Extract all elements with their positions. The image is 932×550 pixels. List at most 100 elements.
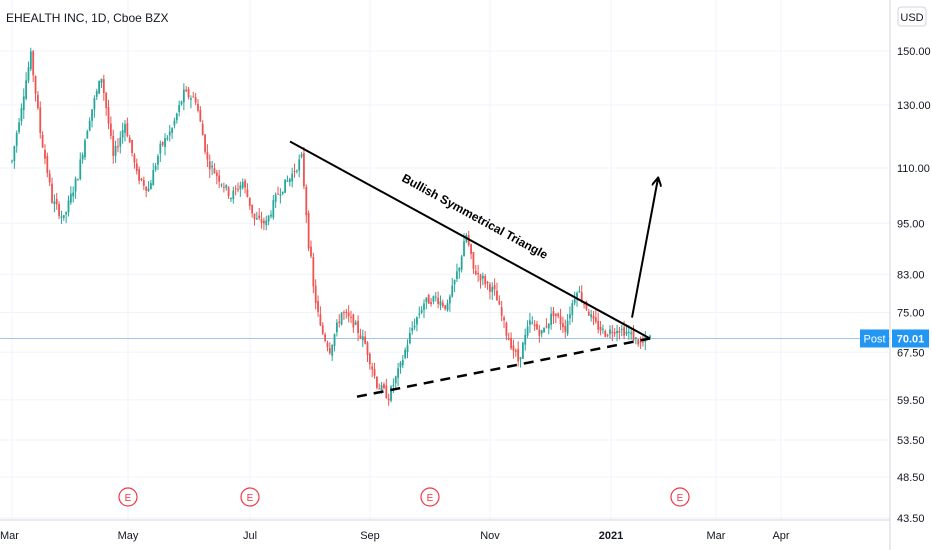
candle-body bbox=[53, 201, 56, 204]
candle bbox=[639, 336, 642, 349]
candle-body bbox=[427, 294, 430, 304]
candle-body bbox=[545, 326, 548, 328]
candle bbox=[161, 141, 164, 147]
candle-body bbox=[270, 214, 272, 217]
candle bbox=[267, 215, 270, 226]
candle bbox=[554, 313, 557, 324]
y-tick-label: 75.00 bbox=[897, 308, 925, 320]
candle bbox=[126, 117, 129, 138]
candle bbox=[538, 324, 541, 343]
candle-body bbox=[625, 331, 628, 334]
candle-body bbox=[404, 349, 407, 358]
candle bbox=[138, 166, 141, 185]
candle bbox=[446, 299, 449, 312]
candle bbox=[453, 279, 456, 292]
candle-body bbox=[439, 301, 442, 306]
candle-body bbox=[142, 179, 145, 186]
candle-body bbox=[387, 398, 390, 401]
candle bbox=[571, 300, 574, 323]
candle-body bbox=[481, 275, 484, 279]
candle bbox=[550, 306, 553, 330]
candle bbox=[620, 324, 623, 337]
candle bbox=[272, 195, 275, 220]
descending-trendline bbox=[289, 140, 651, 340]
earnings-marker[interactable]: E bbox=[118, 487, 138, 507]
candle-body bbox=[77, 179, 79, 181]
candle-body bbox=[477, 272, 480, 275]
candle-body bbox=[611, 331, 614, 334]
candle bbox=[145, 186, 148, 198]
candle-body bbox=[543, 328, 545, 333]
candle-body bbox=[303, 153, 305, 187]
candle bbox=[173, 117, 176, 129]
candle bbox=[503, 315, 505, 329]
candle-body bbox=[284, 179, 286, 193]
candle-body bbox=[161, 142, 164, 145]
candle bbox=[60, 210, 63, 225]
candle-body bbox=[152, 169, 155, 186]
candle-body bbox=[561, 323, 564, 328]
candle-body bbox=[411, 327, 414, 332]
candle bbox=[253, 213, 256, 226]
earnings-marker[interactable]: E bbox=[670, 487, 690, 507]
candle bbox=[474, 265, 477, 276]
candle-body bbox=[182, 89, 185, 103]
candle-body bbox=[117, 146, 119, 148]
candle-body bbox=[505, 322, 508, 336]
candle-body bbox=[491, 287, 494, 292]
price-axis[interactable]: 150.00 130.00 110.00 95.00 83.00 75.00 67.50 59… bbox=[897, 46, 931, 525]
candle bbox=[263, 217, 265, 231]
candle-body bbox=[385, 385, 388, 399]
candle bbox=[258, 207, 261, 221]
candle bbox=[566, 314, 569, 337]
currency-button[interactable]: USD bbox=[897, 6, 927, 27]
candle bbox=[564, 319, 567, 339]
candle bbox=[559, 308, 562, 331]
candle-body bbox=[489, 284, 491, 292]
candle-body bbox=[286, 180, 289, 182]
candle bbox=[451, 277, 454, 298]
candle-body bbox=[147, 188, 150, 191]
candle-body bbox=[453, 279, 456, 285]
candle bbox=[326, 340, 329, 352]
candle-body bbox=[74, 178, 77, 192]
earnings-marker[interactable]: E bbox=[420, 487, 440, 507]
candle-body bbox=[25, 80, 28, 99]
candle bbox=[460, 254, 463, 273]
candle-body bbox=[133, 154, 136, 163]
candle-body bbox=[157, 155, 159, 165]
candle-body bbox=[486, 282, 489, 284]
candle bbox=[425, 297, 428, 310]
candle-body bbox=[432, 296, 435, 302]
candle-body bbox=[437, 297, 440, 304]
candle-body bbox=[569, 314, 571, 319]
candle-body bbox=[272, 200, 275, 218]
candle bbox=[312, 252, 315, 294]
candle-body bbox=[140, 178, 143, 180]
earnings-marker[interactable]: E bbox=[240, 487, 260, 507]
candle bbox=[479, 273, 482, 289]
candle bbox=[338, 314, 341, 328]
candle bbox=[540, 329, 543, 338]
candle bbox=[585, 300, 588, 311]
candle bbox=[489, 282, 491, 300]
time-axis[interactable]: Mar May Jul Sep Nov 2021 Mar Apr bbox=[0, 530, 790, 542]
candle bbox=[77, 178, 79, 181]
candle bbox=[15, 130, 18, 153]
candle-body bbox=[190, 98, 192, 100]
candle bbox=[350, 310, 352, 324]
candle bbox=[86, 129, 89, 139]
candle-body bbox=[310, 246, 312, 257]
candle-body bbox=[159, 143, 162, 154]
candle bbox=[632, 325, 635, 341]
candle bbox=[58, 201, 60, 220]
candle-body bbox=[36, 94, 39, 108]
candle bbox=[486, 280, 489, 290]
candle bbox=[328, 342, 331, 355]
candle bbox=[543, 327, 545, 333]
candle-body bbox=[448, 296, 451, 304]
candle bbox=[18, 118, 20, 135]
earnings-circle bbox=[118, 487, 138, 507]
